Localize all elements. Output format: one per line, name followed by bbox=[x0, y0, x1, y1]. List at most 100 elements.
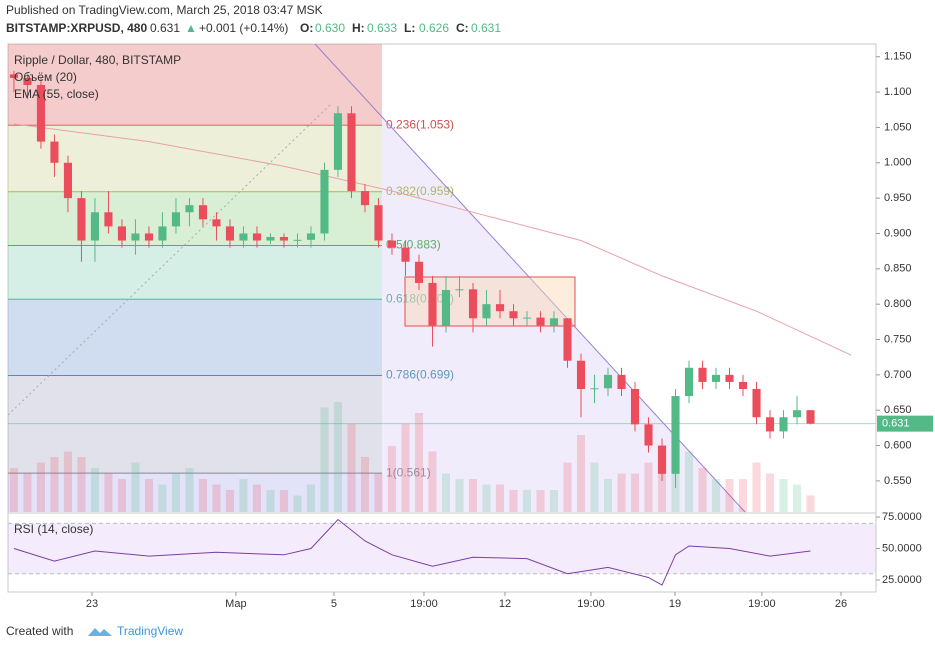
candle-body bbox=[50, 141, 59, 163]
ohlc-key: O: bbox=[300, 21, 313, 35]
candle-body bbox=[90, 212, 99, 241]
candle-body bbox=[239, 233, 248, 241]
volume-bar bbox=[806, 495, 815, 512]
volume-bar bbox=[603, 479, 613, 512]
candle-body bbox=[441, 290, 451, 326]
fib-label: 0.618(0.807) bbox=[386, 291, 454, 305]
y-tick-label: 0.850 bbox=[884, 263, 912, 275]
volume-bar bbox=[414, 413, 424, 512]
volume-bar bbox=[347, 424, 356, 512]
ohlc-value: 0.630 bbox=[315, 21, 345, 35]
candle-body bbox=[698, 367, 707, 382]
fib-zone bbox=[8, 375, 382, 474]
fib-label: 0.382(0.959) bbox=[386, 184, 454, 198]
created-with: Created with bbox=[6, 624, 73, 638]
change: +0.001 (+0.14%) bbox=[199, 21, 288, 35]
volume-bar bbox=[684, 451, 694, 512]
volume-bar bbox=[711, 479, 721, 512]
volume-bar bbox=[360, 457, 370, 512]
volume-bar bbox=[293, 495, 302, 512]
candle-body bbox=[468, 289, 478, 319]
x-tick-label: Мар bbox=[225, 598, 247, 610]
volume-bar bbox=[752, 462, 761, 512]
volume-bar bbox=[36, 462, 45, 512]
x-tick-label: 12 bbox=[499, 598, 511, 610]
candle-body bbox=[752, 388, 761, 418]
ohlc-value: 0.633 bbox=[367, 21, 397, 35]
volume-bar bbox=[765, 473, 775, 512]
candle-body bbox=[549, 318, 559, 326]
volume-bar bbox=[536, 490, 545, 512]
candle-body bbox=[158, 226, 167, 241]
candle-body bbox=[711, 374, 721, 382]
fib-label: 0.786(0.699) bbox=[386, 368, 454, 382]
volume-bar bbox=[144, 479, 154, 512]
up-arrow: ▲ bbox=[185, 21, 197, 35]
candle-body bbox=[779, 417, 788, 432]
candle-body bbox=[266, 236, 275, 241]
volume-bar bbox=[374, 473, 383, 512]
rsi-line bbox=[13, 518, 811, 586]
brand[interactable]: TradingView bbox=[117, 624, 183, 638]
candle-body bbox=[482, 304, 491, 319]
volume-bar bbox=[306, 484, 316, 512]
candle-body bbox=[603, 374, 613, 389]
volume-bar bbox=[117, 479, 127, 512]
y-tick-label: 0.750 bbox=[884, 333, 912, 345]
y-tick-label: 0.700 bbox=[884, 369, 912, 381]
volume-bar bbox=[185, 468, 194, 512]
volume-bar bbox=[725, 479, 734, 512]
volume-bar bbox=[401, 424, 410, 512]
candle-body bbox=[36, 85, 45, 142]
volume-bar bbox=[23, 473, 32, 512]
candle-body bbox=[671, 396, 680, 474]
fib-zone bbox=[8, 245, 382, 300]
legend-volume: Объём (20) bbox=[14, 70, 77, 84]
candle-body bbox=[131, 233, 140, 241]
ema-line bbox=[13, 123, 852, 356]
y-tick-label: 1.100 bbox=[884, 86, 912, 98]
ohlc-key: H: bbox=[352, 21, 365, 35]
candle-body bbox=[212, 219, 221, 227]
x-tick-label: 19 bbox=[669, 598, 681, 610]
candle-body bbox=[63, 162, 72, 199]
candle-body bbox=[252, 233, 262, 241]
fib-zone bbox=[8, 44, 382, 126]
x-tick-label: 5 bbox=[331, 598, 337, 610]
candle-body bbox=[387, 240, 397, 248]
volume-bar bbox=[455, 479, 464, 512]
candle-body bbox=[347, 113, 356, 192]
fib-retracement: 0.236(1.053) 0.382(0.959) 0.5(0.883) 0.618(… bbox=[8, 44, 454, 512]
candle-body bbox=[225, 226, 235, 241]
candle-body bbox=[765, 417, 775, 432]
volume-bar bbox=[50, 457, 59, 512]
fib-label: 1(0.561) bbox=[386, 465, 431, 479]
candle-body bbox=[428, 282, 437, 326]
volume-bar bbox=[509, 490, 518, 512]
volume-bar bbox=[225, 490, 235, 512]
candle-body bbox=[684, 367, 694, 397]
rsi-pane bbox=[8, 518, 876, 586]
volume-bar bbox=[266, 490, 275, 512]
volume-bar bbox=[198, 479, 208, 512]
candle-body bbox=[725, 374, 734, 382]
price-pane bbox=[8, 70, 876, 488]
candle-body bbox=[117, 226, 127, 241]
candle-body bbox=[576, 360, 586, 389]
candle-body bbox=[792, 410, 802, 418]
volume-bar bbox=[468, 479, 478, 512]
volume-bar bbox=[522, 490, 532, 512]
y-tick-label: 0.550 bbox=[884, 475, 912, 487]
volume-bar bbox=[90, 468, 99, 512]
ohlc-key: L: bbox=[404, 21, 415, 35]
candle-body bbox=[455, 289, 464, 291]
volume-bar bbox=[428, 451, 437, 512]
volume-bar bbox=[171, 473, 181, 512]
volume-bar bbox=[549, 490, 559, 512]
candle-body bbox=[644, 424, 653, 446]
volume-bar bbox=[482, 484, 491, 512]
rsi-tick-label: 50.0000 bbox=[882, 542, 922, 554]
volume-bar bbox=[279, 490, 289, 512]
